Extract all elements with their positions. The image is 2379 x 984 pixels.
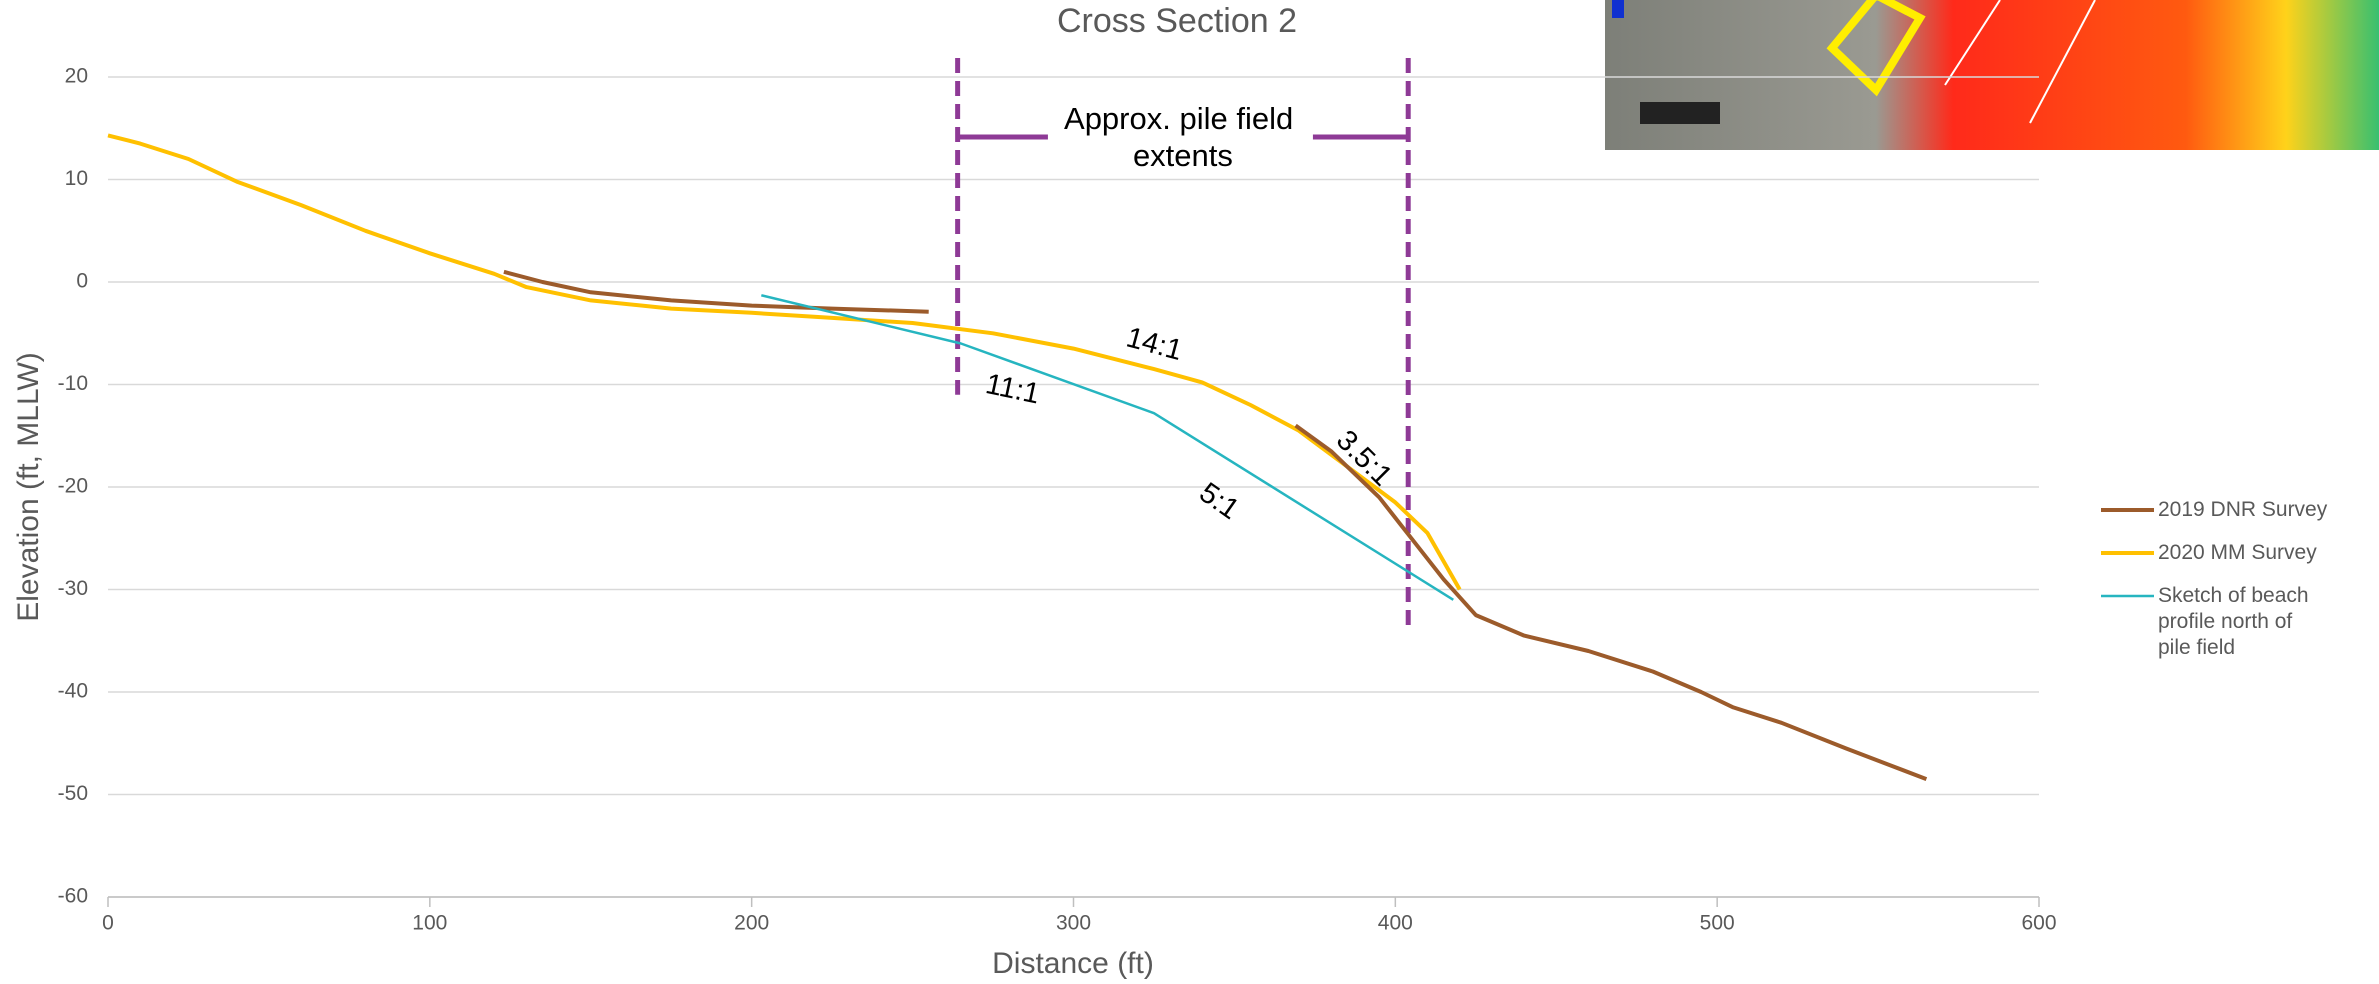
slope-label: 14:1 [1123, 321, 1186, 367]
map-marker [1612, 0, 1624, 18]
x-tick-label: 100 [412, 912, 447, 935]
y-tick-label: -10 [58, 372, 88, 395]
x-tick-label: 600 [2021, 912, 2056, 935]
map-image [1605, 0, 2379, 150]
x-tick-label: 0 [102, 912, 114, 935]
y-tick-label: -50 [58, 782, 88, 805]
y-axis-label: Elevation (ft, MLLW) [12, 352, 45, 622]
inset-map [1605, 0, 2379, 150]
page: Cross Section 2 Distance (ft) Elevation … [0, 0, 2379, 984]
slope-label: 5:1 [1193, 477, 1244, 526]
y-tick-label: 0 [76, 270, 88, 293]
chart: Cross Section 2 Distance (ft) Elevation … [0, 0, 2379, 984]
x-tick-label: 200 [734, 912, 769, 935]
chart-title: Cross Section 2 [1057, 2, 1297, 40]
series-line [504, 272, 1927, 779]
x-tick-label: 400 [1378, 912, 1413, 935]
x-tick-label: 500 [1700, 912, 1735, 935]
y-tick-label: -30 [58, 577, 88, 600]
y-tick-label: -60 [58, 885, 88, 908]
slope-label: 11:1 [983, 368, 1043, 411]
legend-label: 2020 MM Survey [2158, 541, 2317, 564]
y-tick-label: -40 [58, 680, 88, 703]
y-tick-label: 20 [65, 65, 88, 88]
map-scale [1640, 102, 1720, 124]
legend-label: 2019 DNR Survey [2158, 498, 2328, 521]
y-tick-label: -20 [58, 475, 88, 498]
x-tick-label: 300 [1056, 912, 1091, 935]
x-axis-label: Distance (ft) [992, 947, 1154, 980]
y-tick-label: 10 [65, 167, 88, 190]
pile-field-label: Approx. pile field extents [1064, 101, 1302, 173]
series-line [108, 135, 1460, 589]
legend-label: Sketch of beach profile north of pile fi… [2158, 584, 2314, 659]
